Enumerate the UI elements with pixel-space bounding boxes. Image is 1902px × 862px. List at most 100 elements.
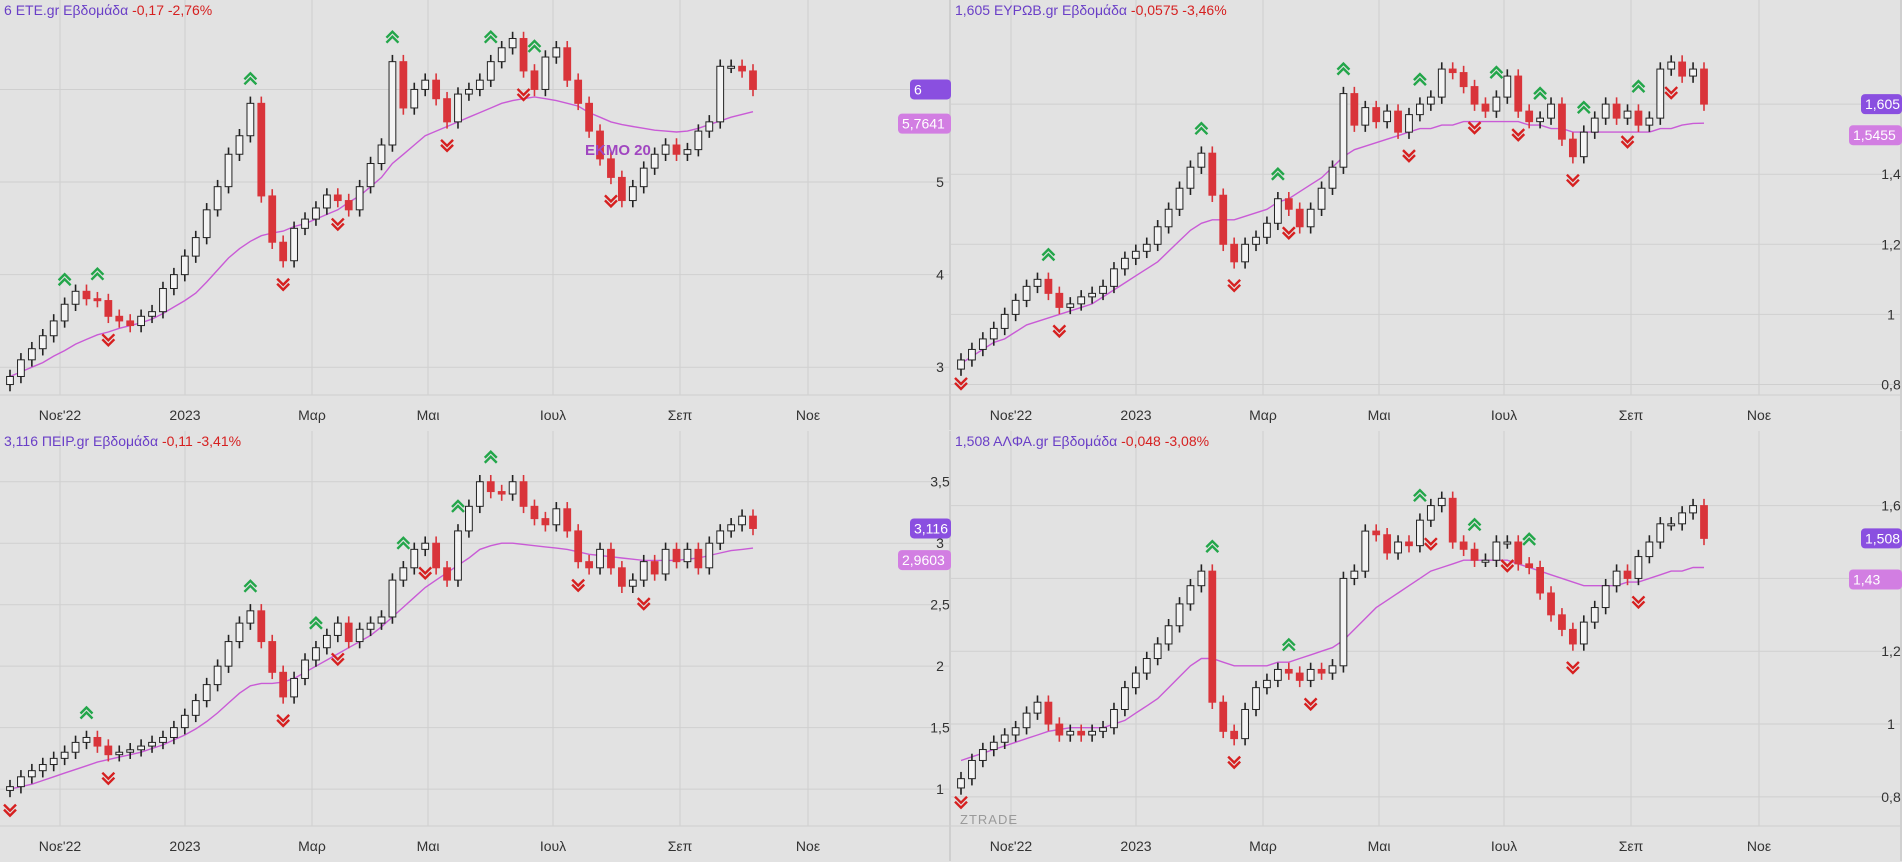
candle-body [301,218,309,229]
candle [497,41,506,69]
candle-body [705,121,714,132]
candle-body [170,274,178,290]
candle [268,634,277,680]
candle-body [607,548,615,569]
candle-body [1492,96,1501,112]
chart-panel-peir[interactable]: 1 1,5 2 2,5 3 3,5 Νοε'22 2023 Μαρ Μαι Ιουλ Σεπ Νοε 3,… [0,431,951,862]
sell-signal-icon [330,217,345,232]
chart-panel-ete[interactable]: 3 4 5 6 Νοε'22 2023 Μαρ Μαι Ιουλ Σεπ Νοε 6 5,7641 ΕΚΜ… [0,0,951,431]
x-tick-label: Ιουλ [540,407,566,423]
candle [60,745,69,766]
candle-body [585,102,593,132]
candle [1623,104,1632,125]
y-tick-label: 1,5 [930,720,950,736]
candle [465,82,473,101]
candle-body [1579,131,1588,158]
candle-body [1525,563,1534,569]
candle [1601,97,1610,125]
candle [49,314,58,343]
x-tick-label: Νοε [1747,838,1771,854]
candle-body [978,749,987,761]
x-tick-label: 2023 [169,838,200,854]
candle-body [497,47,506,63]
candle [366,616,375,637]
candle-body [213,665,222,686]
candle-body [6,375,14,386]
last-price-badge: 3,116 [910,518,951,539]
candle-body [1186,585,1195,605]
last-price-badge: 1,508 [1861,528,1902,549]
candle-body [475,481,484,507]
candle [1077,724,1086,742]
candle-body [1339,577,1348,667]
candle-body [1153,226,1162,245]
candle-body [738,65,746,72]
candle [968,753,976,786]
candle [989,321,998,346]
candle [1164,619,1173,651]
candle-body [1525,110,1534,123]
candle [82,284,91,306]
candle-body [541,56,550,90]
chart-panel-eurob[interactable]: 0,811,21,41,6Νοε'222023ΜαρΜαιΙουλΣεπΝοε1… [951,0,1902,431]
candle [1492,535,1501,567]
candle [1383,527,1392,560]
candle-body [1164,208,1173,228]
candle [1689,498,1697,520]
candle-body [180,255,189,276]
buy-signal-icon [483,450,498,464]
candle-body [454,93,462,123]
candle-body [301,659,309,679]
candle-body [1175,187,1184,210]
x-tick-label: Ιουλ [1491,407,1517,423]
candle [355,179,364,217]
candle-body [246,102,255,137]
candle [355,622,364,649]
chart-panel-alfa[interactable]: 0,811,21,41,6Νοε'222023ΜαρΜαιΙουλΣεπΝοε1… [951,431,1902,862]
candle-body [421,542,430,550]
candle [1011,293,1020,322]
candle [159,281,167,319]
candle-body [137,315,146,327]
candle-body [1241,708,1249,740]
candle [322,628,331,655]
candle [541,50,550,97]
ema-badge: 1,43 [1849,569,1902,590]
candle [148,304,156,324]
candle-body [1678,512,1687,525]
candle [126,743,135,759]
candle-body [1481,559,1490,563]
candle-body [465,505,473,532]
candle-body [1230,243,1239,263]
candle-body [1383,110,1392,123]
candle-body [1284,668,1293,674]
candle-body [749,515,757,529]
candle [508,31,517,55]
candle [443,561,451,587]
candle [552,41,561,64]
buy-signal-icon [309,616,323,630]
buy-signal-icon [1281,637,1296,652]
price-change: -0,17 -2,76% [132,2,213,18]
candle [1099,720,1107,739]
candle [432,536,441,575]
candle-body [115,751,124,756]
candle [1022,279,1031,308]
candle-body [1306,668,1315,681]
x-tick-label: Νοε'22 [39,838,82,854]
x-tick-label: Μαι [1368,838,1391,854]
candle [246,604,255,630]
candle [17,353,25,384]
candle-body [607,158,615,178]
candle [1601,578,1610,615]
candle [1481,553,1490,567]
x-tick-label: Σεπ [1619,407,1644,423]
candle-body [1000,734,1009,743]
candle [1568,132,1577,164]
candle-body [1121,687,1129,710]
candle-body [596,548,604,569]
candle [49,751,58,772]
candle-body [377,616,386,624]
candle [1700,498,1708,546]
candle-body [650,153,659,169]
